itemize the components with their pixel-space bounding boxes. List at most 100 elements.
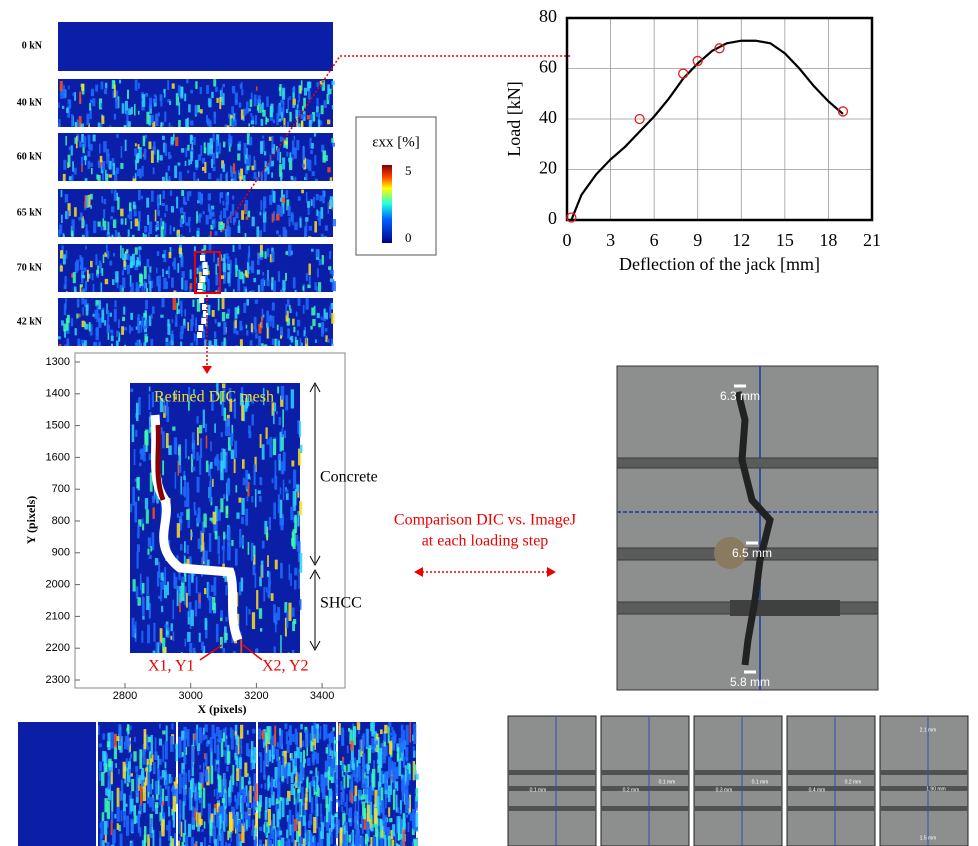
strain-spot <box>160 581 163 602</box>
strain-spot <box>242 273 245 284</box>
strain-spot <box>203 753 207 760</box>
strain-spot <box>307 820 312 829</box>
strain-spot <box>180 476 183 495</box>
strain-spot <box>279 206 283 217</box>
strain-spot <box>70 318 74 327</box>
strain-spot <box>227 437 232 451</box>
strain-spot <box>164 143 168 156</box>
strain-spot <box>220 829 224 846</box>
strain-spot <box>286 829 289 839</box>
steel-rod <box>616 547 879 561</box>
load-label: 40 kN <box>17 97 43 108</box>
strain-spot <box>296 738 298 750</box>
strain-spot <box>226 418 231 437</box>
strain-spot <box>115 192 119 201</box>
strain-spot <box>113 745 118 760</box>
strain-spot <box>90 193 93 200</box>
strain-spot <box>241 823 245 843</box>
strain-spot <box>59 80 63 91</box>
strain-spot <box>157 768 160 780</box>
strain-spot <box>199 287 202 292</box>
thumb-bg <box>786 715 876 846</box>
load-label: 42 kN <box>17 316 43 327</box>
strain-spot <box>297 541 301 562</box>
strain-spot <box>181 236 185 237</box>
strain-spot <box>217 836 220 846</box>
crack <box>197 283 203 289</box>
strain-spot <box>148 394 151 410</box>
strain-spot <box>263 586 266 602</box>
measure-label: 2.1 mm <box>920 727 937 733</box>
strain-spot <box>359 739 362 753</box>
strain-spot <box>131 778 135 792</box>
strain-spot <box>225 841 227 846</box>
strain-spot <box>297 448 302 466</box>
strain-spot <box>142 325 146 330</box>
strain-spot <box>165 795 168 802</box>
strain-spot <box>72 92 75 97</box>
strain-spot <box>85 245 87 250</box>
strain-spot <box>371 738 375 753</box>
strain-spot <box>162 637 166 653</box>
strain-spot <box>108 758 112 768</box>
strain-spot <box>130 312 134 320</box>
strain-spot <box>379 729 383 735</box>
strain-spot <box>246 487 249 492</box>
strain-spot <box>125 110 129 115</box>
strain-spot <box>79 141 83 148</box>
strain-spot <box>239 774 242 795</box>
strain-spot <box>259 434 262 448</box>
strain-spot <box>241 497 245 515</box>
strain-spot <box>266 248 270 257</box>
strain-spot <box>193 843 197 846</box>
strain-spot <box>248 245 251 258</box>
strain-spot <box>311 248 314 252</box>
strain-spot <box>341 766 344 777</box>
strain-spot <box>129 737 131 752</box>
strain-spot <box>271 144 275 155</box>
strain-spot <box>263 729 267 748</box>
strain-spot <box>292 649 295 653</box>
strain-spot <box>206 85 209 94</box>
strain-spot <box>266 439 270 445</box>
strain-spot <box>181 751 185 757</box>
strain-spot <box>225 202 229 211</box>
strain-spot <box>220 738 224 757</box>
strain-spot <box>161 202 165 207</box>
strain-spot <box>196 742 201 751</box>
strain-spot <box>216 788 219 800</box>
strain-spot <box>80 123 84 127</box>
strain-spot <box>138 189 141 201</box>
strain-spot <box>122 316 125 322</box>
strain-spot <box>147 214 150 225</box>
strain-spot <box>198 594 201 604</box>
strain-spot <box>222 263 227 273</box>
strain-spot <box>221 383 226 389</box>
strain-spot <box>303 330 306 337</box>
strain-spot <box>259 476 263 486</box>
strain-spot <box>196 211 198 224</box>
strain-spot <box>285 602 288 606</box>
strain-spot <box>169 225 172 235</box>
strain-spot <box>293 818 297 832</box>
strain-spot <box>221 298 225 310</box>
strain-spot <box>294 728 298 745</box>
strain-spot <box>288 244 292 257</box>
strain-spot <box>271 338 275 345</box>
strain-spot <box>180 513 182 526</box>
strain-spot <box>208 235 212 237</box>
dic-field <box>58 22 333 71</box>
strain-spot <box>73 167 77 175</box>
strain-spot <box>225 505 229 519</box>
strain-spot <box>358 749 361 764</box>
strain-spot <box>233 458 236 474</box>
strain-spot <box>171 808 175 816</box>
strain-spot <box>227 526 231 546</box>
strain-spot <box>135 773 139 794</box>
strain-spot <box>292 98 296 106</box>
strain-spot <box>208 120 212 127</box>
strain-spot <box>220 617 223 622</box>
strain-spot <box>151 115 154 123</box>
strain-spot <box>174 576 178 590</box>
